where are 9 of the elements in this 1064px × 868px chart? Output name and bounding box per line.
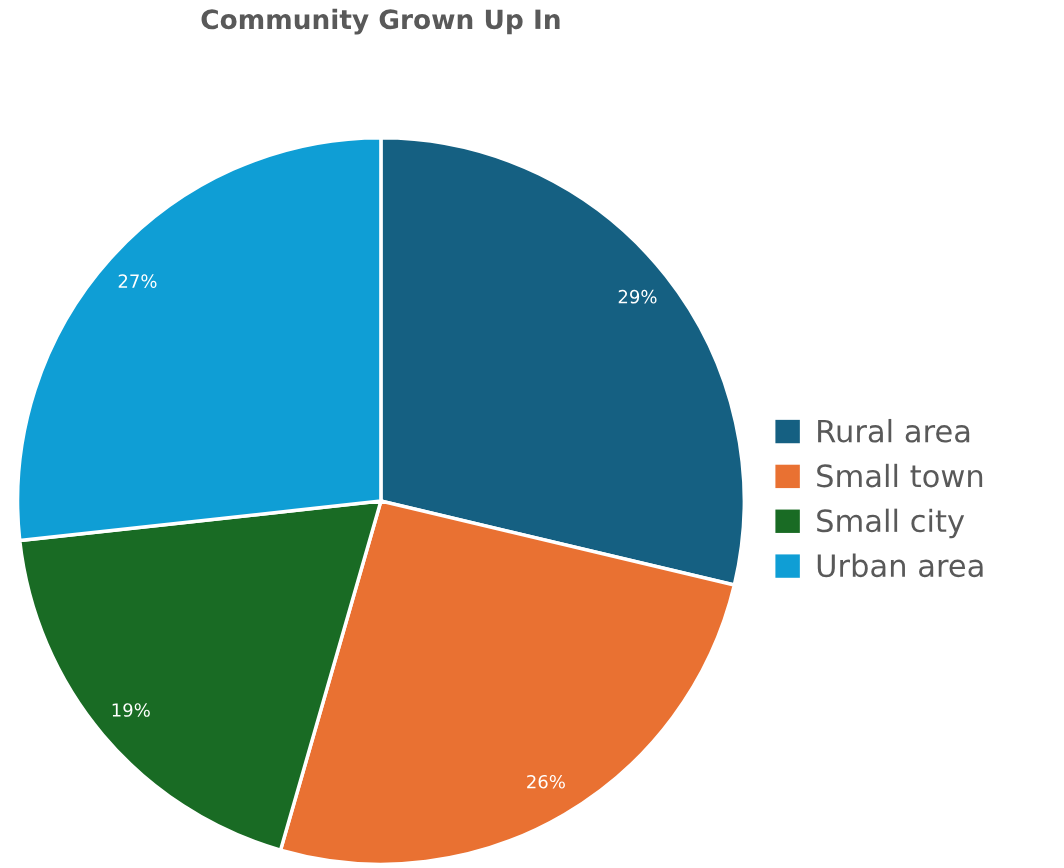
chart-title: Community Grown Up In — [201, 8, 560, 35]
legend-label: Rural area — [818, 418, 970, 443]
legend-label: Small town — [817, 463, 983, 488]
data-label: 29% — [618, 289, 657, 304]
data-label: 27% — [118, 274, 157, 288]
legend-label: Urban area — [817, 553, 983, 578]
data-label: 26% — [527, 774, 565, 789]
legend-label: Small city — [817, 508, 965, 539]
data-label: 19% — [112, 703, 150, 717]
